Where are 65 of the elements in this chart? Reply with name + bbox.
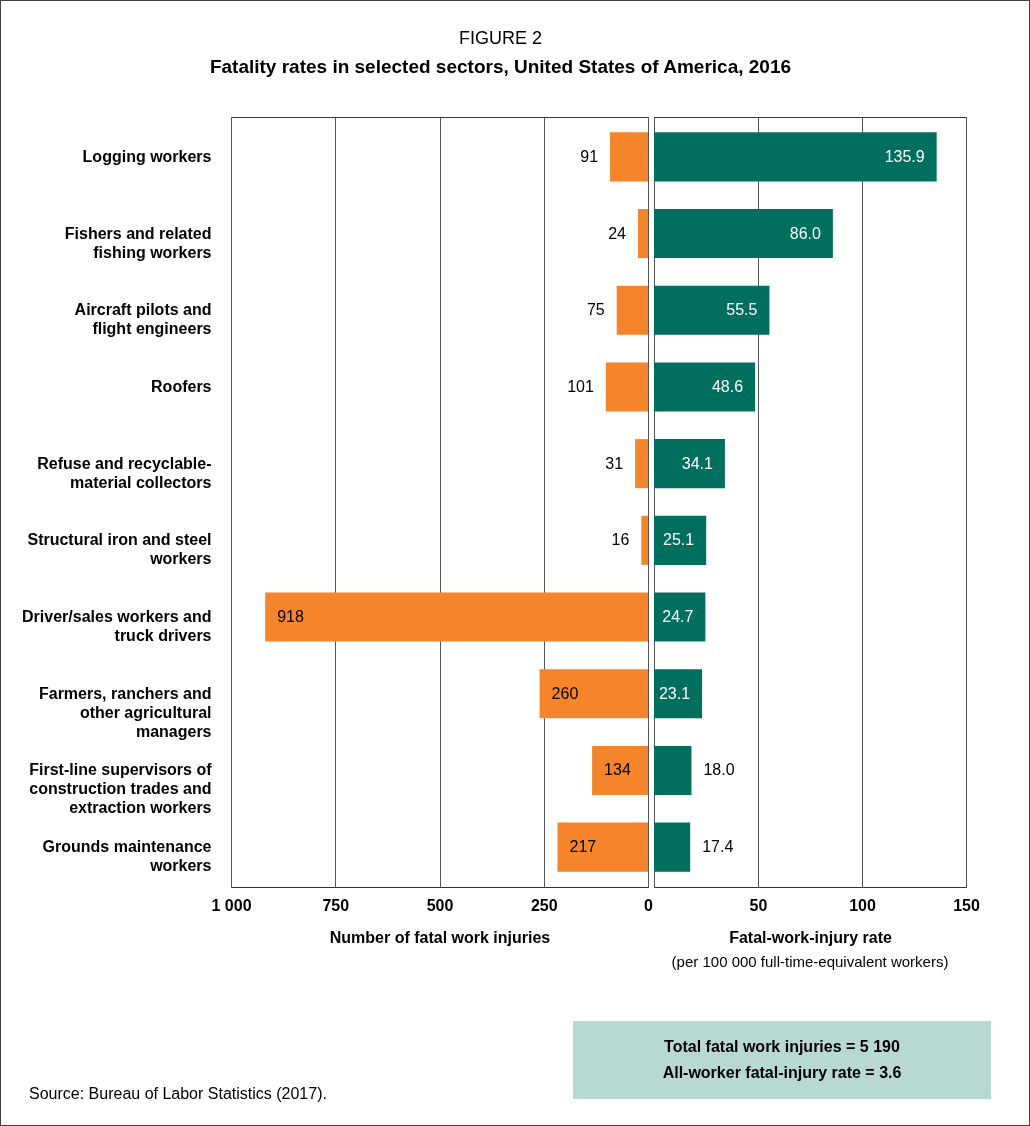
chart-title: FIGURE 2 — [458, 27, 542, 48]
bar — [592, 745, 648, 795]
data-label: 23.1 — [658, 684, 691, 702]
bar — [654, 822, 691, 872]
y-tick-label: Aircraft pilots and flight engineers — [74, 301, 212, 338]
bar — [605, 362, 648, 412]
y-tick-label: Structural iron and steel workers — [27, 531, 212, 568]
data-label: 55.5 — [726, 301, 758, 319]
bar — [654, 132, 937, 182]
data-label: 18.0 — [703, 761, 735, 779]
bar — [539, 669, 648, 719]
data-label: 31 — [605, 454, 624, 472]
bar — [654, 362, 756, 412]
source-note: Source: Bureau of Labor Statistics (2017). — [29, 1085, 327, 1103]
chart-subtitle: Fatality rates in selected sectors, United States of America, 2016 — [209, 55, 792, 77]
data-label: 17.4 — [702, 838, 734, 856]
data-label: 260 — [551, 684, 579, 702]
data-label: 918 — [277, 608, 304, 626]
x-tick-label: 500 — [426, 896, 454, 914]
bar — [635, 439, 648, 489]
summary-box: Total fatal work injuries = 5 190 All-worker fatal-injury rate = 3.6 — [573, 1021, 991, 1099]
y-tick-label: Grounds maintenance workers — [42, 838, 212, 875]
y-tick-label: Roofers — [151, 377, 212, 395]
data-label: 24.7 — [662, 608, 694, 626]
data-label: 135.9 — [884, 147, 925, 165]
bar — [641, 515, 648, 565]
data-label: 217 — [569, 838, 597, 856]
bar — [654, 745, 692, 795]
y-tick-label: Fishers and related fishing workers — [64, 224, 212, 261]
y-tick-label: Farmers, ranchers and other agricultural managers — [38, 684, 212, 740]
data-label: 86.0 — [789, 224, 821, 242]
data-label: 25.1 — [663, 531, 695, 549]
bar — [654, 592, 706, 642]
x-tick-label: 50 — [749, 896, 768, 914]
y-tick-label: Logging workers — [82, 147, 212, 165]
bar — [557, 822, 648, 872]
x-axis-title: Fatal-work-injury rate — [729, 928, 892, 946]
data-label: 91 — [580, 147, 599, 165]
y-tick-label: Refuse and recyclable-material collectors — [37, 454, 212, 491]
bar — [265, 592, 648, 642]
bar — [616, 285, 648, 335]
bar — [637, 209, 648, 259]
bar — [654, 669, 703, 719]
data-label: 75 — [586, 301, 605, 319]
bar — [654, 439, 725, 489]
x-tick-label: 0 — [644, 896, 654, 914]
bar — [610, 132, 648, 182]
x-tick-label: 150 — [953, 896, 980, 914]
x-tick-label: 100 — [849, 896, 876, 914]
y-tick-label: First-line supervisors of construction trades and extraction workers — [29, 761, 213, 817]
x-tick-label: 250 — [530, 896, 558, 914]
data-label: 16 — [611, 531, 630, 549]
data-label: 34.1 — [681, 454, 714, 472]
data-label: 24 — [608, 224, 627, 242]
bar — [654, 285, 770, 335]
data-label: 48.6 — [711, 377, 744, 395]
data-label: 101 — [567, 377, 594, 395]
x-tick-label: 750 — [322, 896, 350, 914]
y-tick-label: Driver/sales workers and truck drivers — [22, 608, 212, 645]
bar — [654, 209, 833, 259]
text: (per 100 000 full-time-equivalent workers) — [671, 953, 949, 970]
data-label: 134 — [604, 761, 631, 779]
x-axis-title: Number of fatal work injuries — [329, 928, 551, 946]
bar — [654, 515, 707, 565]
x-tick-label: 1 000 — [211, 896, 252, 914]
